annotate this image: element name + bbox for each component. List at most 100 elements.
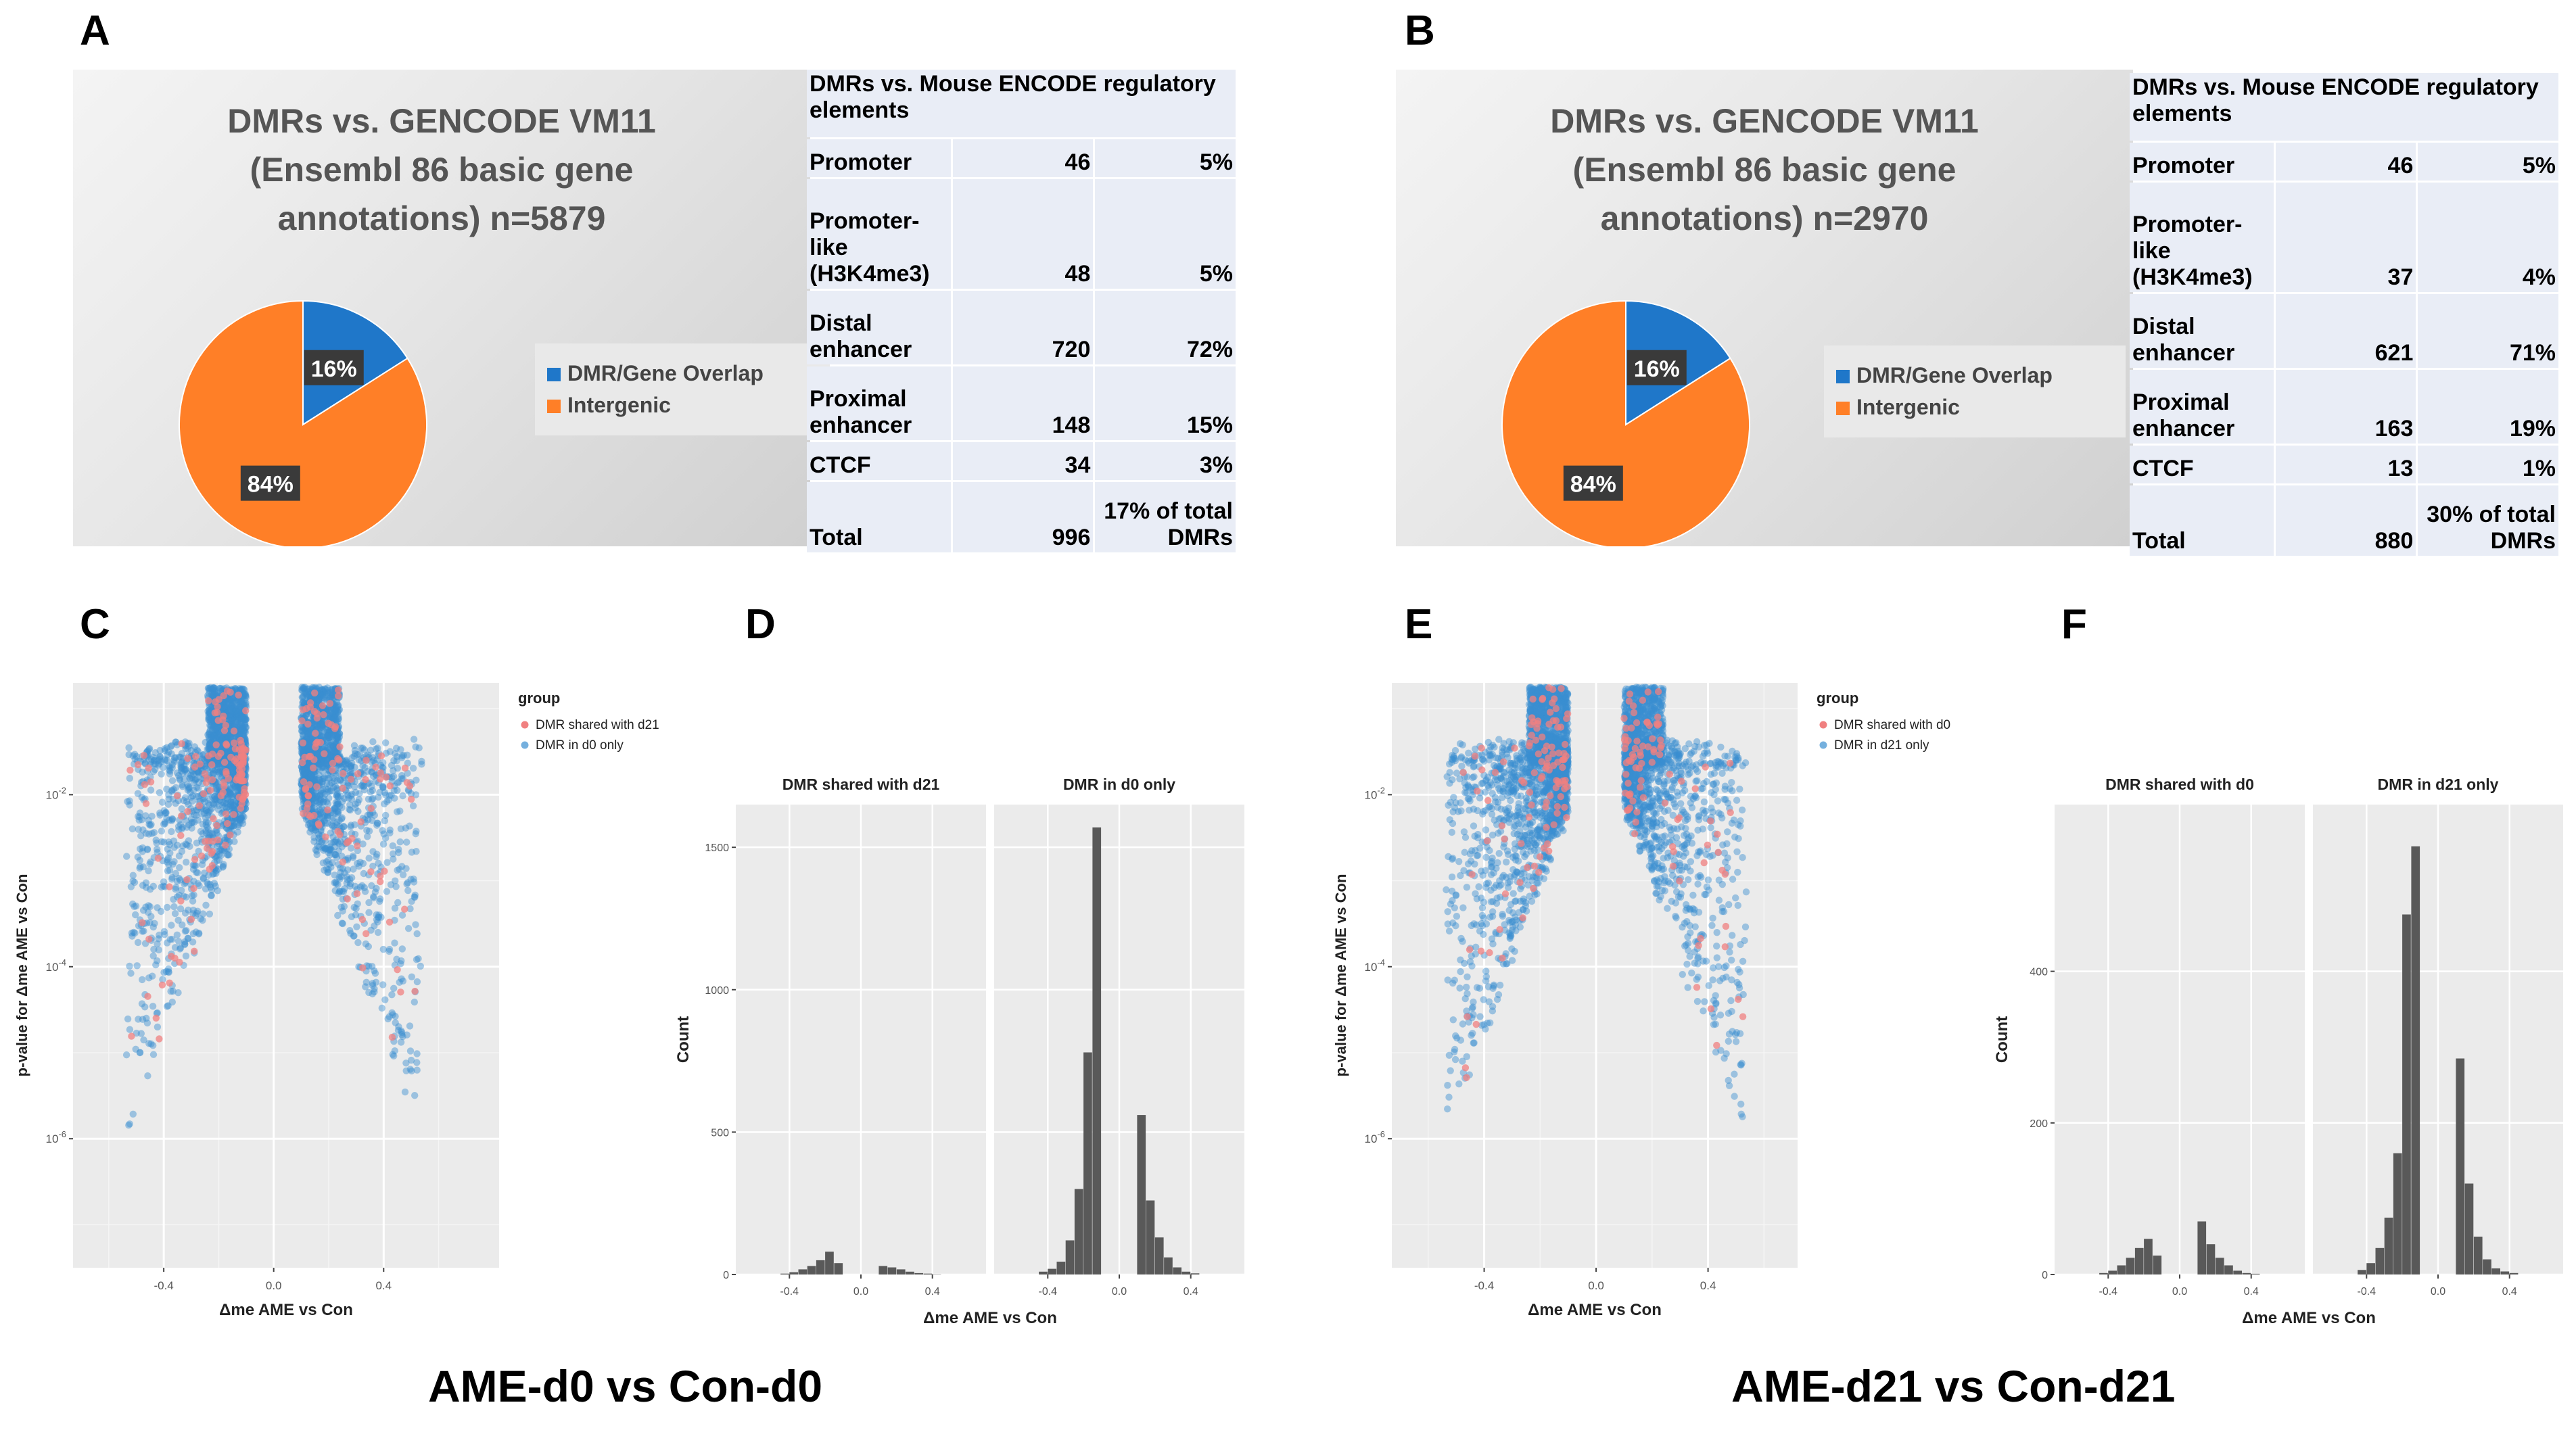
- point-only: [398, 957, 405, 965]
- point-only: [164, 968, 172, 976]
- point-only: [1729, 932, 1736, 939]
- point-only: [331, 805, 339, 812]
- point-shared: [177, 832, 185, 839]
- point-only: [216, 847, 223, 855]
- point-only: [315, 775, 323, 782]
- point-only: [313, 851, 321, 859]
- point-only: [176, 864, 183, 872]
- point-shared: [327, 721, 335, 729]
- point-only: [390, 767, 397, 774]
- point-shared: [354, 842, 361, 850]
- point-only: [1733, 796, 1741, 804]
- point-only: [317, 810, 324, 818]
- point-only: [194, 869, 202, 877]
- point-only: [334, 801, 342, 808]
- point-only: [155, 946, 162, 954]
- point-only: [322, 739, 330, 746]
- histogram-bar: [1056, 1262, 1066, 1274]
- histogram-bar: [1065, 1240, 1075, 1274]
- point-only: [1699, 826, 1706, 833]
- point-only: [1499, 911, 1506, 918]
- point-only: [181, 940, 189, 949]
- point-only: [373, 884, 380, 892]
- point-only: [331, 810, 338, 817]
- point-only: [149, 1042, 157, 1049]
- point-only: [326, 774, 333, 782]
- histogram-bar: [1048, 1268, 1056, 1274]
- row-pct: 1%: [2418, 446, 2558, 483]
- point-only: [150, 757, 158, 764]
- point-only: [310, 838, 318, 845]
- table-row: Total 996 17% of total DMRs: [807, 482, 1236, 552]
- point-only: [154, 904, 161, 911]
- point-only: [335, 840, 343, 848]
- point-shared: [202, 838, 209, 845]
- point-only: [143, 1014, 150, 1022]
- point-only: [337, 903, 345, 911]
- point-only: [324, 786, 331, 793]
- point-only: [347, 769, 354, 777]
- point-only: [413, 1066, 421, 1074]
- point-shared: [300, 778, 308, 786]
- point-only: [404, 925, 413, 932]
- point-only: [185, 821, 193, 829]
- point-shared: [354, 770, 362, 778]
- point-only: [404, 886, 412, 895]
- y-tick-label: 1500: [705, 842, 729, 854]
- point-only: [242, 723, 250, 732]
- point-only: [413, 776, 420, 784]
- point-only: [236, 816, 243, 824]
- facet-label: DMR shared with d21: [782, 776, 940, 793]
- point-only: [173, 878, 181, 885]
- point-shared: [200, 790, 208, 798]
- point-only: [214, 806, 223, 813]
- point-only: [168, 998, 176, 1006]
- point-only: [149, 952, 157, 959]
- point-only: [321, 812, 329, 819]
- point-only: [335, 736, 342, 744]
- point-only: [131, 878, 139, 886]
- point-shared: [213, 821, 220, 830]
- point-only: [168, 817, 176, 824]
- point-only: [156, 746, 164, 755]
- point-only: [333, 785, 341, 792]
- point-only: [144, 1072, 151, 1080]
- point-only: [228, 790, 235, 799]
- point-only: [154, 957, 161, 965]
- point-only: [396, 807, 404, 815]
- point-only: [406, 822, 413, 830]
- facet-label: DMR in d0 only: [1063, 776, 1175, 793]
- point-only: [396, 978, 403, 986]
- point-only: [326, 781, 333, 788]
- point-only: [170, 837, 178, 844]
- point-shared: [139, 919, 146, 926]
- point-only: [227, 801, 235, 808]
- point-only: [348, 765, 355, 772]
- point-only: [179, 824, 187, 831]
- point-only: [365, 943, 372, 951]
- point-only: [210, 792, 218, 800]
- point-only: [181, 762, 188, 769]
- point-only: [334, 881, 342, 888]
- point-only: [125, 750, 133, 759]
- point-shared: [184, 807, 191, 815]
- point-only: [183, 841, 191, 849]
- point-only: [156, 789, 164, 796]
- point-only: [354, 837, 361, 844]
- point-only: [206, 807, 214, 814]
- point-only: [354, 900, 361, 907]
- x-tick-label: -0.4: [1038, 1286, 1057, 1297]
- point-shared: [388, 1033, 396, 1041]
- point-only: [335, 874, 343, 881]
- row-label: Promoter: [2130, 143, 2274, 181]
- point-only: [398, 1027, 405, 1034]
- point-only: [235, 713, 243, 720]
- point-shared: [177, 812, 185, 820]
- point-only: [302, 744, 310, 753]
- panel-letter-f: F: [2061, 601, 2087, 648]
- point-only: [346, 880, 354, 888]
- point-only: [139, 844, 147, 852]
- point-only: [306, 743, 314, 750]
- point-shared: [225, 775, 233, 782]
- point-only: [305, 744, 313, 753]
